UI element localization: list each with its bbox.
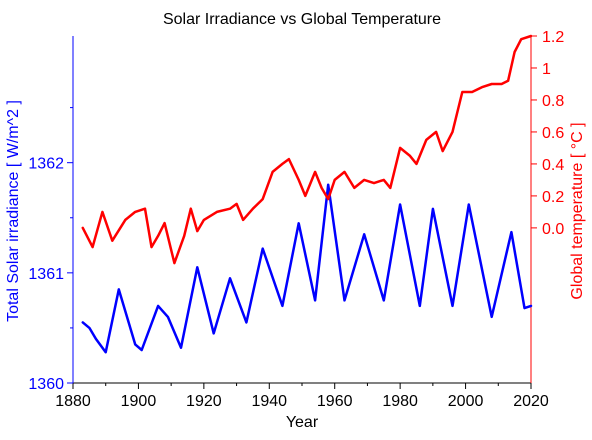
y-axis-left-label: Total Solar irradiance [ W/m^2 ]: [5, 100, 22, 322]
chart-title: Solar Irradiance vs Global Temperature: [163, 11, 441, 28]
y-right-tick-label: 0.0: [542, 221, 564, 238]
x-tick-label: 1920: [186, 393, 222, 410]
y-left-tick-label: 1360: [28, 376, 64, 393]
x-tick-label: 2020: [513, 393, 549, 410]
y-left-tick-label: 1361: [28, 266, 64, 283]
x-tick-label: 1940: [251, 393, 287, 410]
y-right-tick-label: 0.2: [542, 189, 564, 206]
y-left-tick-label: 1362: [28, 156, 64, 173]
x-tick-label: 1900: [121, 393, 157, 410]
x-tick-label: 1960: [317, 393, 353, 410]
x-tick-label: 1880: [55, 393, 91, 410]
x-tick-label: 2000: [448, 393, 484, 410]
y-right-tick-label: 0.6: [542, 125, 564, 142]
y-right-tick-label: 0.8: [542, 93, 564, 110]
series-line-global-temperature: [81, 34, 533, 265]
series-layer: [81, 34, 533, 354]
axes: 1880 1900 1920 1940 1960 1980 2000 2020 1360 1361…: [28, 29, 564, 410]
x-tick-label: 1980: [382, 393, 418, 410]
y-axis-right-label: Global temperature [ °C ]: [569, 122, 586, 299]
y-right-tick-label: 0.4: [542, 157, 564, 174]
x-axis-label: Year: [286, 414, 319, 431]
series-line-solar-irradiance: [81, 183, 533, 354]
y-right-tick-label: 1: [542, 61, 551, 78]
y-right-tick-label: 1.2: [542, 29, 564, 46]
